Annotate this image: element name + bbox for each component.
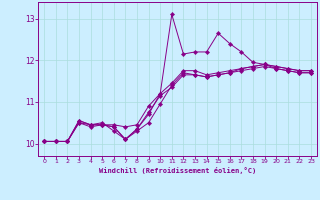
X-axis label: Windchill (Refroidissement éolien,°C): Windchill (Refroidissement éolien,°C) (99, 167, 256, 174)
